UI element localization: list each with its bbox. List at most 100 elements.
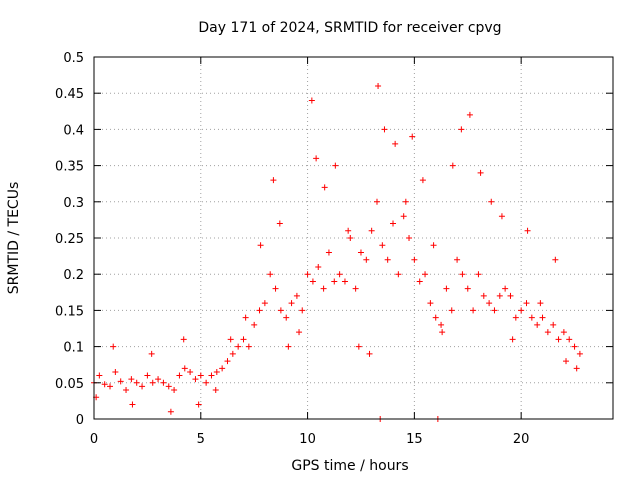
data-point xyxy=(352,285,359,292)
data-point xyxy=(176,372,183,379)
data-point xyxy=(555,336,562,343)
data-point xyxy=(355,343,362,350)
y-tick-label: 0.3 xyxy=(63,196,84,211)
data-point xyxy=(197,372,204,379)
data-point xyxy=(502,285,509,292)
data-point xyxy=(491,307,498,314)
data-point xyxy=(277,307,284,314)
data-point xyxy=(512,314,519,321)
plot-frame xyxy=(93,56,614,420)
data-point xyxy=(112,368,119,375)
x-tick-label: 10 xyxy=(299,432,316,447)
data-point xyxy=(416,278,423,285)
data-point xyxy=(219,365,226,372)
data-point xyxy=(212,387,219,394)
data-point xyxy=(400,213,407,220)
data-point xyxy=(224,358,231,365)
data-point xyxy=(149,379,156,386)
grid xyxy=(94,57,613,419)
data-points xyxy=(91,82,583,422)
y-tick-label: 0.4 xyxy=(63,123,84,138)
y-tick-label: 0.45 xyxy=(55,87,84,102)
data-point xyxy=(357,249,364,256)
data-point xyxy=(240,336,247,343)
data-point xyxy=(458,126,465,133)
data-point xyxy=(576,350,583,357)
data-point xyxy=(384,256,391,263)
data-point xyxy=(123,387,130,394)
data-point xyxy=(419,177,426,184)
y-axis-label: SRMTID / TECUs xyxy=(6,182,22,295)
y-axis-ticks: 0 0.05 0.1 0.15 0.2 0.25 0.3 0.35 0.4 0.45 0.5 xyxy=(55,51,613,428)
data-point xyxy=(139,383,146,390)
data-point xyxy=(315,263,322,270)
data-point xyxy=(509,336,516,343)
data-point xyxy=(430,242,437,249)
data-point xyxy=(165,383,172,390)
data-point xyxy=(486,300,493,307)
data-point xyxy=(101,381,108,388)
y-tick-label: 0.2 xyxy=(63,268,84,283)
data-point xyxy=(464,285,471,292)
data-point xyxy=(313,155,320,162)
data-point xyxy=(272,285,279,292)
data-point xyxy=(411,256,418,263)
x-tick-label: 20 xyxy=(513,432,530,447)
data-point xyxy=(336,271,343,278)
data-point xyxy=(192,376,199,383)
data-point xyxy=(304,271,311,278)
data-point xyxy=(208,372,215,379)
data-point xyxy=(129,401,136,408)
data-point xyxy=(409,133,416,140)
data-point xyxy=(276,220,283,227)
data-point xyxy=(180,336,187,343)
data-point xyxy=(379,242,386,249)
x-axis-label: GPS time / hours xyxy=(291,458,408,474)
data-point xyxy=(528,314,535,321)
data-point xyxy=(117,378,124,385)
data-point xyxy=(257,242,264,249)
data-point xyxy=(285,343,292,350)
data-point xyxy=(107,383,114,390)
data-point xyxy=(477,169,484,176)
data-point xyxy=(550,321,557,328)
data-point xyxy=(392,140,399,147)
data-point xyxy=(187,368,194,375)
y-tick-label: 0.05 xyxy=(55,377,84,392)
data-point xyxy=(256,307,263,314)
data-point xyxy=(438,321,445,328)
data-point xyxy=(439,329,446,336)
data-point xyxy=(454,256,461,263)
data-point xyxy=(296,329,303,336)
data-point xyxy=(203,379,210,386)
data-point xyxy=(406,235,413,241)
data-point xyxy=(148,350,155,357)
data-point xyxy=(195,401,202,408)
data-point xyxy=(110,343,117,350)
data-point xyxy=(167,408,174,415)
data-point xyxy=(144,372,151,379)
data-point xyxy=(573,365,580,372)
chart-title: Day 171 of 2024, SRMTID for receiver cpv… xyxy=(198,20,501,36)
data-point xyxy=(227,336,234,343)
data-point xyxy=(422,271,429,278)
data-point xyxy=(171,387,178,394)
data-point xyxy=(283,314,290,321)
data-point xyxy=(395,271,402,278)
data-point xyxy=(288,300,295,307)
data-point xyxy=(261,300,268,307)
data-point xyxy=(470,307,477,314)
data-point xyxy=(96,372,103,379)
data-point xyxy=(448,307,455,314)
data-point xyxy=(213,368,220,375)
x-tick-label: 5 xyxy=(197,432,205,447)
data-point xyxy=(571,343,578,350)
data-point xyxy=(341,278,348,285)
data-point xyxy=(229,350,236,357)
data-point xyxy=(245,343,252,350)
y-tick-label: 0.5 xyxy=(63,51,84,66)
data-point xyxy=(320,285,327,292)
data-point xyxy=(368,227,375,234)
